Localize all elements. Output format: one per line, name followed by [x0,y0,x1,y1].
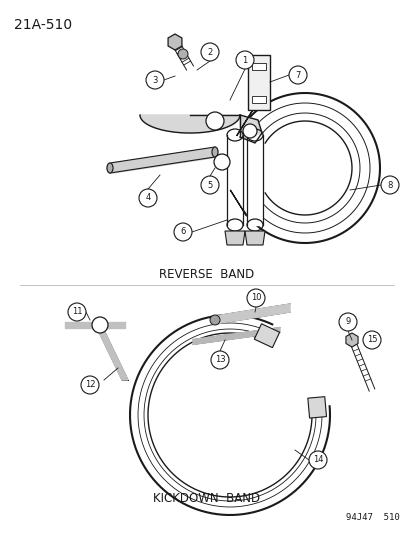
Ellipse shape [107,163,113,173]
Text: 94J47  510: 94J47 510 [345,513,399,522]
Circle shape [211,351,228,369]
Polygon shape [230,190,246,215]
Text: 4: 4 [145,193,150,203]
Polygon shape [214,304,289,324]
Circle shape [201,176,218,194]
Circle shape [173,223,192,241]
Polygon shape [140,115,240,133]
Polygon shape [168,34,181,50]
Circle shape [201,43,218,61]
Text: 7: 7 [294,70,300,79]
Circle shape [146,71,164,89]
Text: 1: 1 [242,55,247,64]
Circle shape [380,176,398,194]
Circle shape [81,376,99,394]
Circle shape [178,49,188,59]
Text: 10: 10 [250,294,261,303]
Text: 13: 13 [214,356,225,365]
Polygon shape [240,115,261,143]
Text: KICKDOWN  BAND: KICKDOWN BAND [153,492,260,505]
Polygon shape [192,327,279,344]
Text: REVERSE  BAND: REVERSE BAND [159,268,254,281]
Circle shape [338,313,356,331]
Circle shape [68,303,86,321]
Polygon shape [247,135,262,225]
Circle shape [308,451,326,469]
Text: 5: 5 [207,181,212,190]
Text: 8: 8 [387,181,392,190]
Circle shape [247,289,264,307]
Circle shape [362,331,380,349]
Text: 9: 9 [344,318,350,327]
Text: 15: 15 [366,335,376,344]
Circle shape [206,112,223,130]
Polygon shape [224,231,244,245]
FancyBboxPatch shape [252,63,266,70]
Polygon shape [65,322,125,328]
Circle shape [242,124,256,138]
Text: 3: 3 [152,76,157,85]
FancyBboxPatch shape [252,96,266,103]
Circle shape [288,66,306,84]
Circle shape [92,317,108,333]
Circle shape [214,154,230,170]
Polygon shape [236,110,252,136]
Text: 2: 2 [207,47,212,56]
Polygon shape [226,135,242,225]
Polygon shape [345,333,357,347]
Circle shape [235,51,254,69]
Text: 12: 12 [85,381,95,390]
FancyBboxPatch shape [247,55,269,110]
Text: 6: 6 [180,228,185,237]
Polygon shape [254,324,279,348]
Polygon shape [244,231,264,245]
Text: 14: 14 [312,456,323,464]
Text: 11: 11 [71,308,82,317]
Circle shape [139,189,157,207]
Text: 21A-510: 21A-510 [14,18,72,32]
Circle shape [209,315,219,325]
Ellipse shape [211,147,218,157]
Polygon shape [97,328,128,380]
Polygon shape [307,397,326,418]
